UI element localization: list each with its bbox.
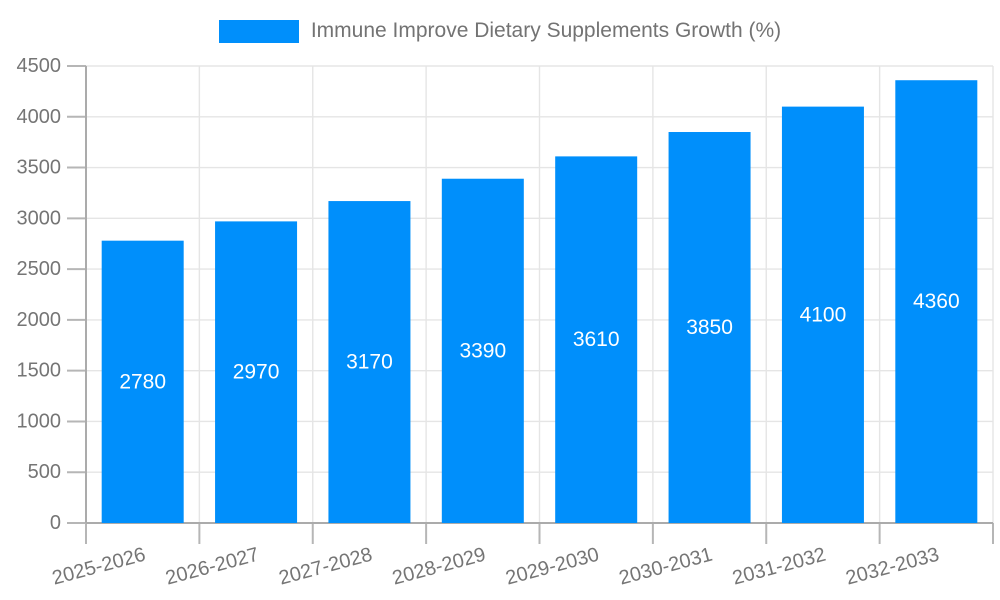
- bar-value-label: 4100: [800, 303, 847, 326]
- y-tick-label: 3000: [17, 207, 62, 229]
- bar[interactable]: [101, 240, 184, 524]
- y-tick-label: 2500: [17, 258, 62, 280]
- y-tick-label: 1500: [17, 360, 62, 382]
- y-tick-label: 0: [50, 512, 61, 534]
- bar-value-label: 2970: [233, 361, 280, 384]
- bar-value-label: 4360: [913, 290, 960, 313]
- y-tick-label: 3500: [17, 157, 62, 179]
- bar-value-label: 3610: [573, 328, 620, 351]
- legend-swatch: [218, 19, 299, 43]
- x-tick-label: 2032-2033: [844, 544, 942, 590]
- y-tick-label: 2000: [17, 309, 62, 331]
- y-tick-label: 4000: [17, 106, 62, 128]
- bar[interactable]: [555, 156, 638, 523]
- legend[interactable]: Immune Improve Dietary Supplements Growt…: [0, 19, 1000, 43]
- bar[interactable]: [215, 221, 298, 523]
- x-tick-label: 2027-2028: [277, 544, 375, 590]
- bar[interactable]: [328, 201, 411, 523]
- x-tick-label: 2030-2031: [617, 544, 715, 590]
- bar-value-label: 3390: [459, 339, 506, 362]
- x-tick-label: 2029-2030: [503, 544, 601, 590]
- bar[interactable]: [668, 132, 751, 523]
- x-tick-label: 2031-2032: [730, 544, 828, 590]
- bar[interactable]: [441, 178, 524, 523]
- y-tick-label: 4500: [17, 55, 62, 77]
- x-tick-label: 2025-2026: [50, 544, 148, 590]
- x-tick-label: 2028-2029: [390, 544, 488, 590]
- y-tick-label: 1000: [17, 410, 62, 432]
- bar-value-label: 3170: [346, 351, 393, 374]
- bar[interactable]: [895, 80, 978, 524]
- bar[interactable]: [781, 106, 864, 523]
- x-tick-label: 2026-2027: [163, 544, 261, 590]
- y-tick-label: 500: [28, 461, 61, 483]
- bar-value-label: 2780: [119, 370, 166, 393]
- bar-value-label: 3850: [686, 316, 733, 339]
- legend-label: Immune Improve Dietary Supplements Growt…: [310, 19, 782, 42]
